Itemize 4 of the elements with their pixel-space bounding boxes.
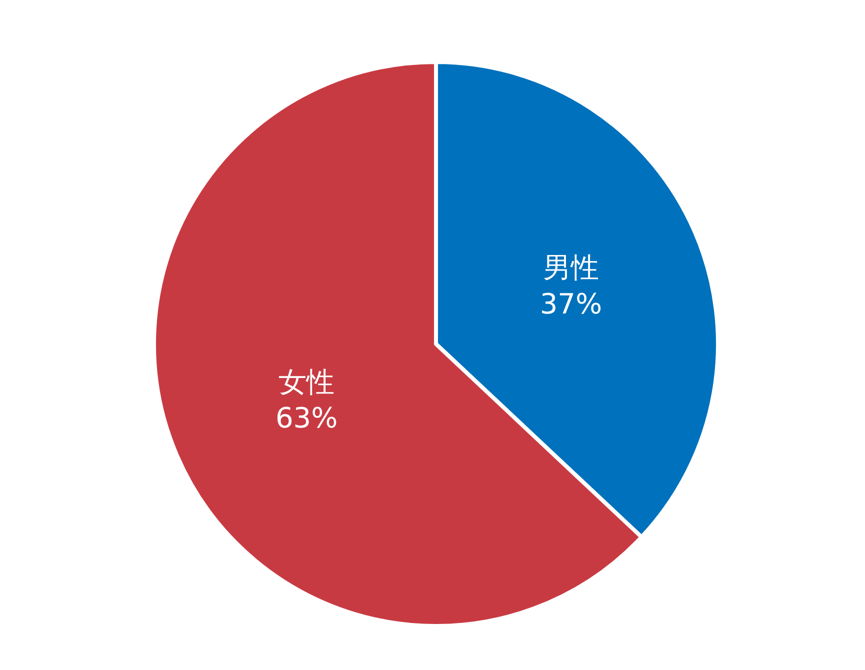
slice-label: 女性 [278, 365, 335, 398]
data-label: 37% [540, 287, 602, 320]
slice-label: 男性 [542, 250, 599, 284]
data-label: 63% [275, 402, 338, 435]
